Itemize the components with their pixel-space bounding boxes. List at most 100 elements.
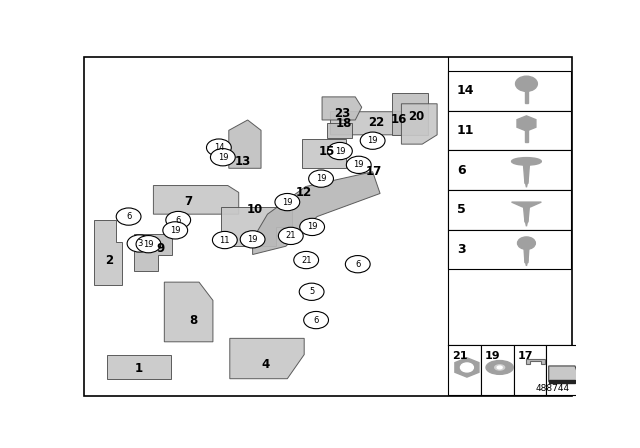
Bar [548,380,575,383]
Bar [481,345,513,395]
Circle shape [212,232,237,249]
Text: 14: 14 [457,84,474,97]
Text: 16: 16 [390,113,406,126]
Bar [392,94,428,135]
Circle shape [211,149,236,166]
Circle shape [294,251,319,269]
Circle shape [300,218,324,236]
Text: 19: 19 [170,226,180,235]
Polygon shape [322,97,362,120]
Text: 488744: 488744 [536,383,570,392]
Text: 5: 5 [457,203,466,216]
Text: 10: 10 [246,203,262,216]
Text: 21: 21 [285,232,296,241]
Circle shape [516,76,538,91]
Text: 19: 19 [143,240,154,249]
Text: 19: 19 [316,174,326,183]
Circle shape [275,194,300,211]
Text: 23: 23 [334,107,350,120]
Circle shape [278,227,303,245]
Bar [547,345,579,395]
Polygon shape [230,338,304,379]
Text: 14: 14 [214,143,224,152]
Circle shape [216,234,234,246]
Text: 2: 2 [105,254,113,267]
Text: 6: 6 [457,164,465,177]
Polygon shape [511,202,541,207]
Text: 8: 8 [189,314,197,327]
Polygon shape [524,206,529,222]
Text: 1: 1 [134,362,143,375]
Text: 11: 11 [457,124,474,137]
Text: 19: 19 [218,153,228,162]
Polygon shape [525,220,528,226]
Text: 17: 17 [365,165,381,178]
Text: 6: 6 [126,212,131,221]
Polygon shape [253,172,380,254]
Polygon shape [327,124,352,138]
Polygon shape [134,234,172,271]
Text: 13: 13 [235,155,251,168]
Text: 3: 3 [137,239,142,248]
Text: 21: 21 [452,351,467,361]
Text: 19: 19 [367,136,378,145]
Text: 6: 6 [355,260,360,269]
Bar [302,139,346,168]
Text: 22: 22 [369,116,385,129]
Circle shape [308,170,333,187]
Polygon shape [221,207,292,246]
Bar [448,229,570,269]
Circle shape [240,231,265,248]
Circle shape [461,363,474,372]
Circle shape [116,208,141,225]
Bar [525,124,528,142]
Circle shape [166,211,191,228]
Circle shape [210,142,228,154]
Text: 12: 12 [296,186,312,199]
Polygon shape [524,248,529,263]
Polygon shape [525,260,528,266]
Text: 6: 6 [175,215,181,224]
Polygon shape [401,104,437,144]
Ellipse shape [497,366,502,369]
Text: 4: 4 [262,358,270,371]
Polygon shape [525,181,528,187]
Circle shape [127,235,152,252]
Text: 19: 19 [484,351,500,361]
Bar [448,345,481,395]
Text: 9: 9 [156,242,164,255]
Circle shape [346,156,371,173]
Text: 18: 18 [336,117,352,130]
Circle shape [207,139,231,156]
Circle shape [328,142,352,159]
Polygon shape [548,366,577,382]
Bar [448,111,570,150]
Circle shape [304,311,328,329]
Circle shape [163,222,188,239]
Bar [525,84,528,103]
Polygon shape [526,359,545,364]
Polygon shape [330,112,428,135]
Text: 11: 11 [220,236,230,245]
Circle shape [300,283,324,301]
Text: 19: 19 [307,222,317,232]
Circle shape [360,132,385,149]
Text: 21: 21 [301,255,312,265]
Bar [448,71,570,111]
Ellipse shape [495,365,504,370]
Polygon shape [524,164,529,183]
Polygon shape [229,120,261,168]
Bar [108,354,171,379]
Circle shape [346,255,370,273]
Text: 19: 19 [282,198,292,207]
Text: 20: 20 [408,110,424,123]
Circle shape [518,237,536,250]
Bar [448,150,570,190]
Text: 3: 3 [457,243,465,256]
Circle shape [136,236,161,253]
Bar [513,345,547,395]
Text: 7: 7 [184,195,192,208]
Text: 19: 19 [353,160,364,169]
Text: 17: 17 [518,351,533,361]
Ellipse shape [486,361,513,375]
